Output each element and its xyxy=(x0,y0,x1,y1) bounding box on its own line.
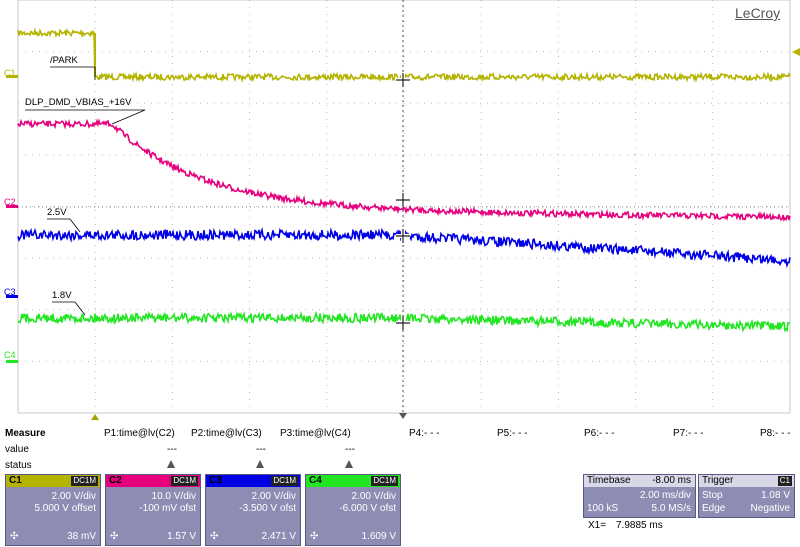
cursor-crosshair-icon xyxy=(396,229,410,243)
coupling-badge: DC1M xyxy=(371,476,398,486)
cursor-x1-label: X1= xyxy=(588,520,607,531)
waveform-display[interactable]: LeCroy /PARK DLP_DMD_VBIAS_+16V 2.5V 1.8… xyxy=(0,0,800,420)
offset: -100 mV ofst xyxy=(139,503,196,514)
trigger-level: 1.08 V xyxy=(761,490,790,501)
cursor-value: 2.471 V xyxy=(261,531,296,542)
trigger-source-badge: C1 xyxy=(777,476,792,486)
channel-ground-marker xyxy=(6,75,18,78)
v25-trace-label: 2.5V xyxy=(47,207,67,218)
volts-per-div: 2.00 V/div xyxy=(251,491,296,502)
timebase-delay: -8.00 ms xyxy=(652,475,691,486)
trigger-box[interactable]: Trigger C1 Stop 1.08 V Edge Negative xyxy=(698,474,795,518)
measure-param-p4[interactable]: P4:- - - xyxy=(409,428,440,439)
c3-marker: C3 xyxy=(4,287,16,297)
vbias-leader xyxy=(111,109,146,125)
crosshair-icon: ✣ xyxy=(210,531,219,542)
lecroy-logo: LeCroy xyxy=(735,5,781,21)
cursor-crosshair-icon xyxy=(396,316,410,330)
volts-per-div: 10.0 V/div xyxy=(151,491,196,502)
measure-status-label: status xyxy=(5,460,32,471)
volts-per-div: 2.00 V/div xyxy=(351,491,396,502)
channel-name: C3 xyxy=(209,475,222,486)
channel-name: C1 xyxy=(9,475,22,486)
channel-box-c2[interactable]: C2 DC1M 10.0 V/div -100 mV ofst ✣ 1.57 V xyxy=(105,474,201,546)
crosshair-icon: ✣ xyxy=(310,531,319,542)
offset: -3.500 V ofst xyxy=(239,503,296,514)
coupling-badge: DC1M xyxy=(171,476,198,486)
v18-leader xyxy=(74,301,86,316)
c4-marker: C4 xyxy=(4,350,16,360)
cursor-value: 38 mV xyxy=(67,531,96,542)
cursor-value: 1.609 V xyxy=(361,531,396,542)
measure-value-p3: --- xyxy=(345,444,355,455)
cursor-crosshair-icon xyxy=(396,193,410,207)
trigger-level-arrow-icon xyxy=(792,48,800,56)
measure-value-p2: --- xyxy=(256,444,266,455)
cursor-crosshair-icon xyxy=(396,73,410,87)
waveform-grid xyxy=(6,0,800,420)
trigger-mode: Stop xyxy=(702,490,723,501)
timebase-title: Timebase xyxy=(587,475,631,486)
offset: -6.000 V ofst xyxy=(339,503,396,514)
channel-ground-marker xyxy=(6,360,18,363)
delay-marker-icon xyxy=(399,413,407,419)
crosshair-icon: ✣ xyxy=(110,531,119,542)
measure-param-p5[interactable]: P5:- - - xyxy=(497,428,528,439)
measure-param-p6[interactable]: P6:- - - xyxy=(584,428,615,439)
crosshair-icon: ✣ xyxy=(10,531,19,542)
c2-marker: C2 xyxy=(4,197,16,207)
measure-param-p2[interactable]: P2:time@lv(C3) xyxy=(191,428,262,439)
timebase-box[interactable]: Timebase -8.00 ms 2.00 ms/div 100 kS 5.0… xyxy=(583,474,696,518)
status-warning-icon-p1 xyxy=(167,460,175,471)
channel-name: C4 xyxy=(309,475,322,486)
trigger-title: Trigger xyxy=(702,475,734,486)
trigger-type: Edge xyxy=(702,503,726,514)
sample-rate: 5.0 MS/s xyxy=(651,503,691,514)
cursor-value: 1.57 V xyxy=(167,531,196,542)
status-warning-icon-p3 xyxy=(345,460,353,471)
park-trace-label: /PARK xyxy=(50,55,78,66)
channel-box-c3[interactable]: C3 DC1M 2.00 V/div -3.500 V ofst ✣ 2.471… xyxy=(205,474,301,546)
coupling-badge: DC1M xyxy=(71,476,98,486)
channel-ground-marker xyxy=(6,205,18,208)
time-per-div: 2.00 ms/div xyxy=(639,490,691,501)
status-warning-icon-p2 xyxy=(256,460,264,471)
measure-param-p8[interactable]: P8:- - - xyxy=(760,428,791,439)
channel-name: C2 xyxy=(109,475,122,486)
v18-trace-label: 1.8V xyxy=(52,290,72,301)
measure-value-p1: --- xyxy=(167,444,177,455)
measure-title: Measure xyxy=(5,428,46,439)
trigger-slope: Negative xyxy=(750,503,790,514)
measure-value-label: value xyxy=(5,444,29,455)
measure-param-p3[interactable]: P3:time@lv(C4) xyxy=(280,428,351,439)
c1-marker: C1 xyxy=(4,68,16,78)
volts-per-div: 2.00 V/div xyxy=(51,491,96,502)
measure-param-p1[interactable]: P1:time@lv(C2) xyxy=(104,428,175,439)
cursor-x1-value: 7.9885 ms xyxy=(616,520,663,531)
sample-count: 100 kS xyxy=(587,503,619,514)
offset: 5.000 V offset xyxy=(34,503,96,514)
coupling-badge: DC1M xyxy=(271,476,298,486)
channel-box-c1[interactable]: C1 DC1M 2.00 V/div 5.000 V offset ✣ 38 m… xyxy=(5,474,101,546)
trigger-position-arrow-icon xyxy=(91,414,99,420)
c1-trace xyxy=(17,27,791,83)
vbias-trace-label: DLP_DMD_VBIAS_+16V xyxy=(25,97,132,108)
v25-leader xyxy=(69,218,81,233)
measure-param-p7[interactable]: P7:- - - xyxy=(673,428,704,439)
channel-box-c4[interactable]: C4 DC1M 2.00 V/div -6.000 V ofst ✣ 1.609… xyxy=(305,474,401,546)
channel-ground-marker xyxy=(6,295,18,298)
